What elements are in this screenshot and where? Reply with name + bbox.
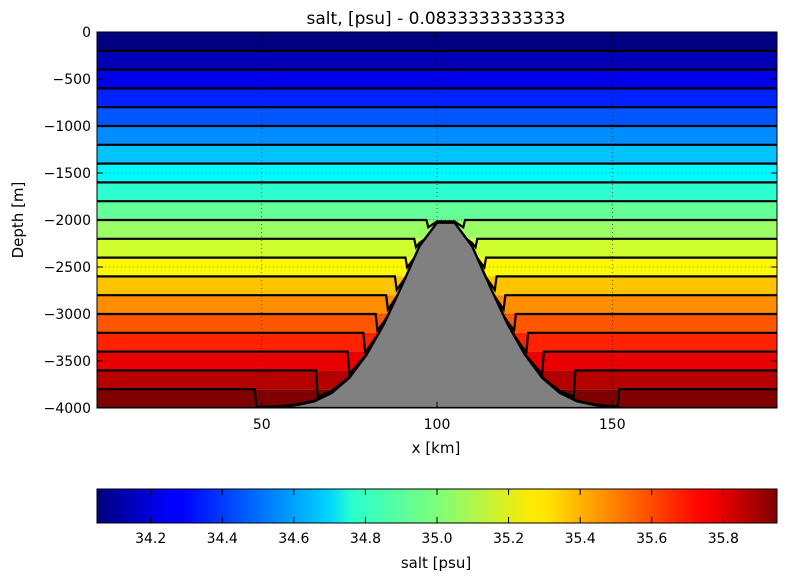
- colorbar-tick-label: 34.4: [207, 531, 238, 547]
- colorbar-tick-label: 34.6: [278, 531, 309, 547]
- plot-area: [97, 32, 777, 408]
- colorbar-tick-label: 35.4: [565, 531, 596, 547]
- x-tick-label: 100: [424, 417, 451, 433]
- ridge-bathymetry: [97, 221, 777, 408]
- colorbar-label: salt [psu]: [401, 554, 471, 572]
- salinity-layer: [97, 182, 777, 202]
- colorbar-tick-label: 35.0: [421, 531, 452, 547]
- colorbar-tick-label: 35.6: [636, 531, 667, 547]
- y-tick-label: −3000: [44, 307, 91, 323]
- chart-title: salt, [psu] - 0.0833333333333: [307, 9, 566, 29]
- y-tick-label: −2500: [44, 260, 91, 276]
- colorbar-tick-label: 34.2: [135, 531, 166, 547]
- x-tick-label: 150: [599, 417, 626, 433]
- y-tick-label: −1000: [44, 119, 91, 135]
- colorbar-tick-label: 35.8: [708, 531, 739, 547]
- colorbar-tick-label: 35.2: [493, 531, 524, 547]
- x-axis-label: x [km]: [412, 439, 461, 457]
- colorbar-tick-label: 34.8: [350, 531, 381, 547]
- y-tick-label: −1500: [44, 166, 91, 182]
- y-tick-label: −2000: [44, 213, 91, 229]
- y-axis-label: Depth [m]: [9, 182, 27, 259]
- x-tick-label: 50: [253, 417, 271, 433]
- salinity-layer: [97, 126, 777, 145]
- salinity-layer: [97, 32, 777, 51]
- salinity-layer: [97, 88, 777, 108]
- salinity-layer: [97, 201, 777, 220]
- y-tick-label: 0: [82, 25, 91, 41]
- y-tick-label: −3500: [44, 354, 91, 370]
- y-tick-label: −500: [53, 72, 91, 88]
- y-tick-label: −4000: [44, 401, 91, 417]
- salinity-layer: [97, 144, 777, 164]
- layer-interface: [97, 218, 777, 230]
